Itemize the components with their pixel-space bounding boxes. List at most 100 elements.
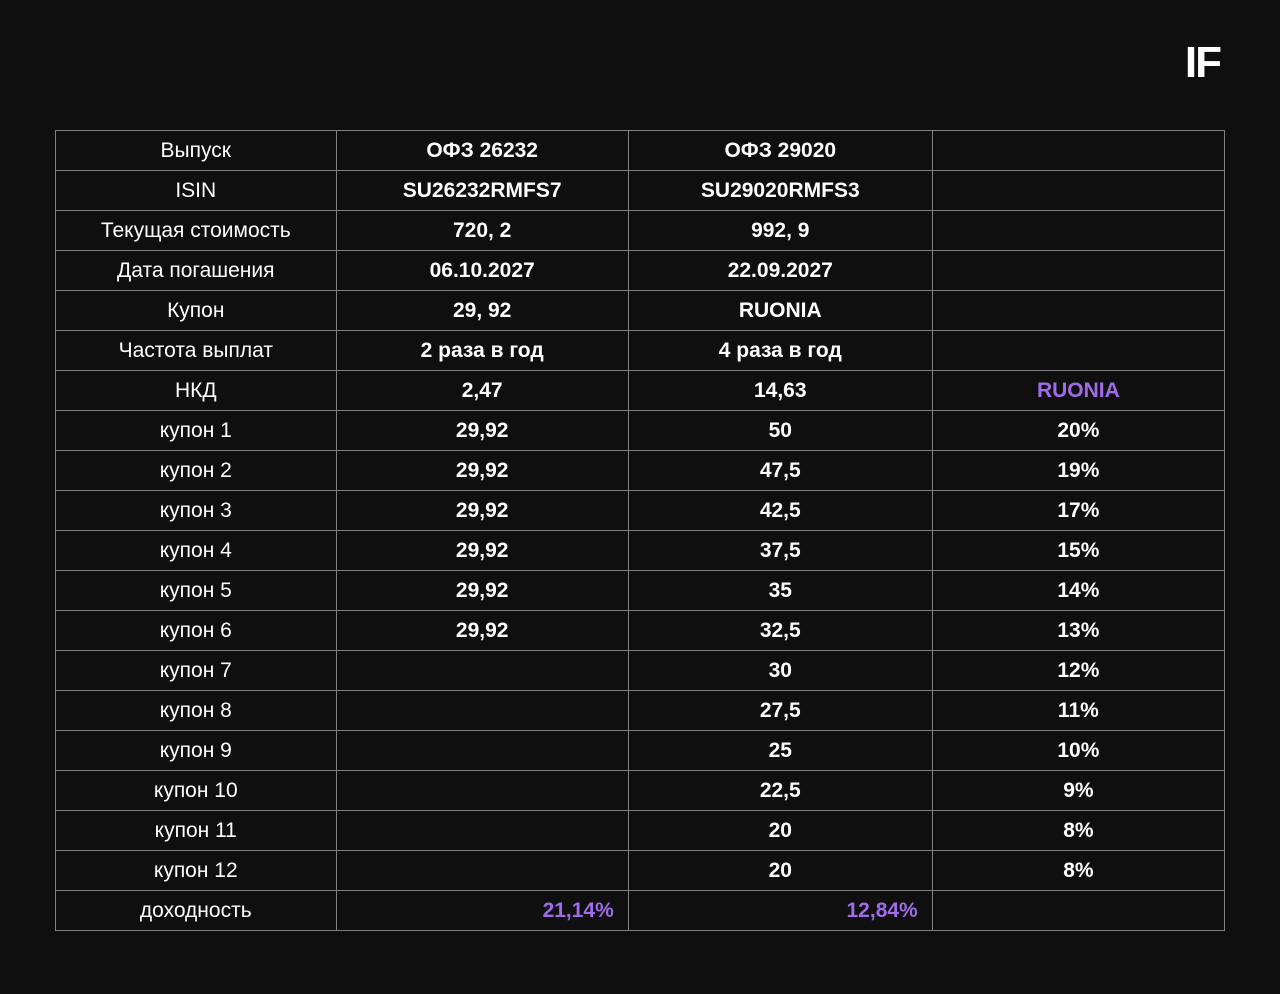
- table-cell: [336, 691, 628, 731]
- comparison-table-container: ВыпускОФЗ 26232ОФЗ 29020ISINSU26232RMFS7…: [55, 130, 1225, 931]
- table-row: ISINSU26232RMFS7SU29020RMFS3: [56, 171, 1225, 211]
- table-row: купон 329,9242,517%: [56, 491, 1225, 531]
- table-cell: купон 9: [56, 731, 337, 771]
- table-cell: доходность: [56, 891, 337, 931]
- table-cell: [932, 891, 1224, 931]
- table-cell: 21,14%: [336, 891, 628, 931]
- table-cell: [336, 771, 628, 811]
- table-row: купон 9 2510%: [56, 731, 1225, 771]
- table-cell: Купон: [56, 291, 337, 331]
- table-cell: [932, 251, 1224, 291]
- table-row: купон 10 22,59%: [56, 771, 1225, 811]
- table-row: купон 629,9232,513%: [56, 611, 1225, 651]
- table-cell: RUONIA: [628, 291, 932, 331]
- table-cell: 29,92: [336, 531, 628, 571]
- table-cell: 8%: [932, 811, 1224, 851]
- table-cell: [932, 131, 1224, 171]
- table-cell: 12,84%: [628, 891, 932, 931]
- table-row: доходность21,14%12,84%: [56, 891, 1225, 931]
- table-cell: ОФЗ 29020: [628, 131, 932, 171]
- table-cell: 15%: [932, 531, 1224, 571]
- table-cell: купон 5: [56, 571, 337, 611]
- table-row: купон 8 27,511%: [56, 691, 1225, 731]
- table-cell: купон 10: [56, 771, 337, 811]
- table-cell: 06.10.2027: [336, 251, 628, 291]
- table-cell: 13%: [932, 611, 1224, 651]
- table-cell: купон 4: [56, 531, 337, 571]
- table-cell: 29,92: [336, 571, 628, 611]
- table-cell: НКД: [56, 371, 337, 411]
- table-cell: 29,92: [336, 491, 628, 531]
- table-cell: SU29020RMFS3: [628, 171, 932, 211]
- table-cell: купон 11: [56, 811, 337, 851]
- table-cell: 12%: [932, 651, 1224, 691]
- table-row: купон 529,923514%: [56, 571, 1225, 611]
- table-cell: 35: [628, 571, 932, 611]
- table-row: НКД2,4714,63RUONIA: [56, 371, 1225, 411]
- table-cell: ОФЗ 26232: [336, 131, 628, 171]
- table-cell: 2 раза в год: [336, 331, 628, 371]
- table-cell: купон 12: [56, 851, 337, 891]
- bond-comparison-table: ВыпускОФЗ 26232ОФЗ 29020ISINSU26232RMFS7…: [55, 130, 1225, 931]
- table-row: Купон29, 92RUONIA: [56, 291, 1225, 331]
- table-cell: 27,5: [628, 691, 932, 731]
- table-cell: купон 2: [56, 451, 337, 491]
- table-cell: 20: [628, 851, 932, 891]
- table-row: купон 11 208%: [56, 811, 1225, 851]
- table-cell: 29,92: [336, 611, 628, 651]
- table-cell: 32,5: [628, 611, 932, 651]
- table-cell: 2,47: [336, 371, 628, 411]
- table-cell: купон 1: [56, 411, 337, 451]
- table-cell: 20%: [932, 411, 1224, 451]
- table-cell: 22,5: [628, 771, 932, 811]
- table-cell: 4 раза в год: [628, 331, 932, 371]
- table-cell: [336, 731, 628, 771]
- table-cell: купон 3: [56, 491, 337, 531]
- table-cell: Частота выплат: [56, 331, 337, 371]
- table-cell: [932, 211, 1224, 251]
- table-cell: 19%: [932, 451, 1224, 491]
- table-row: Дата погашения06.10.202722.09.2027: [56, 251, 1225, 291]
- table-cell: Текущая стоимость: [56, 211, 337, 251]
- table-cell: [336, 651, 628, 691]
- table-cell: 29,92: [336, 451, 628, 491]
- table-cell: 47,5: [628, 451, 932, 491]
- table-cell: 37,5: [628, 531, 932, 571]
- table-cell: ISIN: [56, 171, 337, 211]
- table-cell: купон 8: [56, 691, 337, 731]
- table-cell: 10%: [932, 731, 1224, 771]
- table-cell: 30: [628, 651, 932, 691]
- table-cell: 14%: [932, 571, 1224, 611]
- table-row: купон 229,9247,519%: [56, 451, 1225, 491]
- table-cell: Выпуск: [56, 131, 337, 171]
- table-cell: 14,63: [628, 371, 932, 411]
- table-cell: 9%: [932, 771, 1224, 811]
- table-cell: 25: [628, 731, 932, 771]
- table-cell: 29,92: [336, 411, 628, 451]
- table-row: Частота выплат2 раза в год4 раза в год: [56, 331, 1225, 371]
- table-cell: 720, 2: [336, 211, 628, 251]
- table-cell: 42,5: [628, 491, 932, 531]
- table-cell: Дата погашения: [56, 251, 337, 291]
- table-cell: SU26232RMFS7: [336, 171, 628, 211]
- table-cell: 29, 92: [336, 291, 628, 331]
- table-row: купон 12 208%: [56, 851, 1225, 891]
- table-cell: 22.09.2027: [628, 251, 932, 291]
- table-cell: 17%: [932, 491, 1224, 531]
- brand-logo: IF: [1185, 38, 1220, 88]
- table-row: ВыпускОФЗ 26232ОФЗ 29020: [56, 131, 1225, 171]
- table-cell: 992, 9: [628, 211, 932, 251]
- table-row: купон 429,9237,515%: [56, 531, 1225, 571]
- table-cell: 20: [628, 811, 932, 851]
- table-cell: [932, 171, 1224, 211]
- table-row: Текущая стоимость720, 2992, 9: [56, 211, 1225, 251]
- table-cell: 8%: [932, 851, 1224, 891]
- table-cell: [336, 811, 628, 851]
- table-cell: RUONIA: [932, 371, 1224, 411]
- table-cell: купон 6: [56, 611, 337, 651]
- table-cell: 11%: [932, 691, 1224, 731]
- table-cell: [336, 851, 628, 891]
- table-row: купон 7 3012%: [56, 651, 1225, 691]
- table-cell: купон 7: [56, 651, 337, 691]
- table-cell: [932, 291, 1224, 331]
